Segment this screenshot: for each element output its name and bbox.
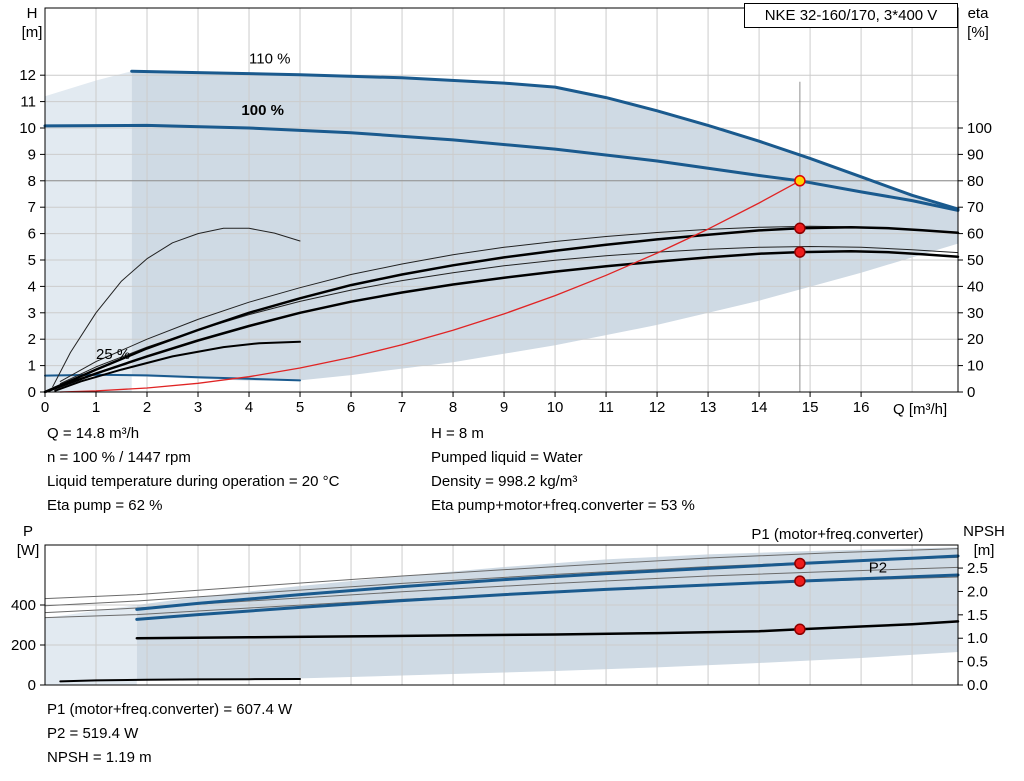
svg-text:14: 14	[751, 399, 768, 416]
svg-text:0: 0	[28, 384, 36, 401]
svg-text:10: 10	[19, 120, 36, 137]
svg-text:2: 2	[143, 399, 151, 416]
svg-text:50: 50	[967, 252, 984, 269]
svg-text:P2: P2	[869, 560, 887, 577]
svg-text:0.5: 0.5	[967, 654, 988, 671]
p-axis-title-symbol: P	[22, 523, 33, 540]
svg-text:2.0: 2.0	[967, 583, 988, 600]
svg-text:8: 8	[449, 399, 457, 416]
p-axis-title-unit: [W]	[16, 542, 40, 559]
svg-text:25 %: 25 %	[96, 346, 130, 363]
svg-text:P1 (motor+freq.converter): P1 (motor+freq.converter)	[751, 526, 923, 543]
svg-text:3: 3	[194, 399, 202, 416]
npsh-axis-title-symbol: NPSH	[963, 523, 1005, 540]
info-flow: Q = 14.8 m³/h	[47, 425, 140, 442]
svg-text:3: 3	[28, 305, 36, 322]
npsh-axis-title-unit: [m]	[973, 542, 995, 559]
svg-text:12: 12	[649, 399, 666, 416]
info-density: Density = 998.2 kg/m³	[431, 473, 578, 490]
svg-text:20: 20	[967, 331, 984, 348]
svg-text:60: 60	[967, 226, 984, 243]
svg-text:2.5: 2.5	[967, 560, 988, 577]
svg-text:8: 8	[28, 173, 36, 190]
svg-text:0: 0	[41, 399, 49, 416]
svg-text:80: 80	[967, 173, 984, 190]
svg-text:200: 200	[11, 637, 36, 654]
svg-text:1: 1	[28, 358, 36, 375]
svg-text:4: 4	[28, 278, 36, 295]
svg-text:11: 11	[598, 399, 614, 416]
svg-text:0: 0	[28, 677, 36, 694]
eta-axis-title-symbol: eta	[967, 5, 989, 22]
svg-text:15: 15	[802, 399, 819, 416]
svg-text:1.5: 1.5	[967, 607, 988, 624]
pump-model-box: NKE 32-160/170, 3*400 V	[744, 3, 958, 28]
info-speed: n = 100 % / 1447 rpm	[47, 449, 191, 466]
eta-axis-title-unit: [%]	[967, 24, 989, 41]
svg-text:90: 90	[967, 146, 984, 163]
info-head: H = 8 m	[431, 425, 484, 442]
svg-text:7: 7	[398, 399, 406, 416]
svg-text:10: 10	[967, 358, 984, 375]
svg-text:7: 7	[28, 199, 36, 216]
svg-text:6: 6	[28, 226, 36, 243]
result-p1: P1 (motor+freq.converter) = 607.4 W	[47, 701, 293, 718]
result-npsh: NPSH = 1.19 m	[47, 749, 152, 766]
svg-text:9: 9	[28, 146, 36, 163]
npsh-axis-title: NPSH [m]	[958, 522, 1010, 560]
svg-text:16: 16	[853, 399, 870, 416]
svg-text:40: 40	[967, 278, 984, 295]
result-p2: P2 = 519.4 W	[47, 725, 139, 742]
svg-text:6: 6	[347, 399, 355, 416]
svg-text:5: 5	[296, 399, 304, 416]
svg-text:0: 0	[967, 384, 975, 401]
svg-text:13: 13	[700, 399, 717, 416]
svg-text:9: 9	[500, 399, 508, 416]
h-axis-title-symbol: H	[26, 5, 38, 22]
h-axis-title-unit: [m]	[21, 24, 43, 41]
eta-axis-title: eta [%]	[956, 4, 1000, 42]
info-eta-pump: Eta pump = 62 %	[47, 497, 163, 514]
svg-text:110 %: 110 %	[249, 50, 290, 67]
svg-text:10: 10	[547, 399, 564, 416]
svg-text:1.0: 1.0	[967, 630, 988, 647]
info-eta-total: Eta pump+motor+freq.converter = 53 %	[431, 497, 695, 514]
svg-text:5: 5	[28, 252, 36, 269]
info-liquid-temperature: Liquid temperature during operation = 20…	[47, 473, 340, 490]
svg-text:2: 2	[28, 331, 36, 348]
p-axis-title: P [W]	[8, 522, 48, 560]
svg-text:1: 1	[92, 399, 100, 416]
svg-text:12: 12	[19, 67, 36, 84]
svg-text:100: 100	[967, 120, 992, 137]
svg-text:100 %: 100 %	[241, 102, 284, 119]
svg-text:4: 4	[245, 399, 253, 416]
q-axis-title: Q [m³/h]	[893, 401, 948, 418]
svg-text:11: 11	[20, 94, 36, 111]
svg-text:400: 400	[11, 597, 36, 614]
h-axis-title: H [m]	[12, 4, 52, 42]
info-pumped-liquid: Pumped liquid = Water	[431, 449, 583, 466]
svg-text:70: 70	[967, 199, 984, 216]
svg-text:0.0: 0.0	[967, 677, 988, 694]
svg-text:30: 30	[967, 305, 984, 322]
